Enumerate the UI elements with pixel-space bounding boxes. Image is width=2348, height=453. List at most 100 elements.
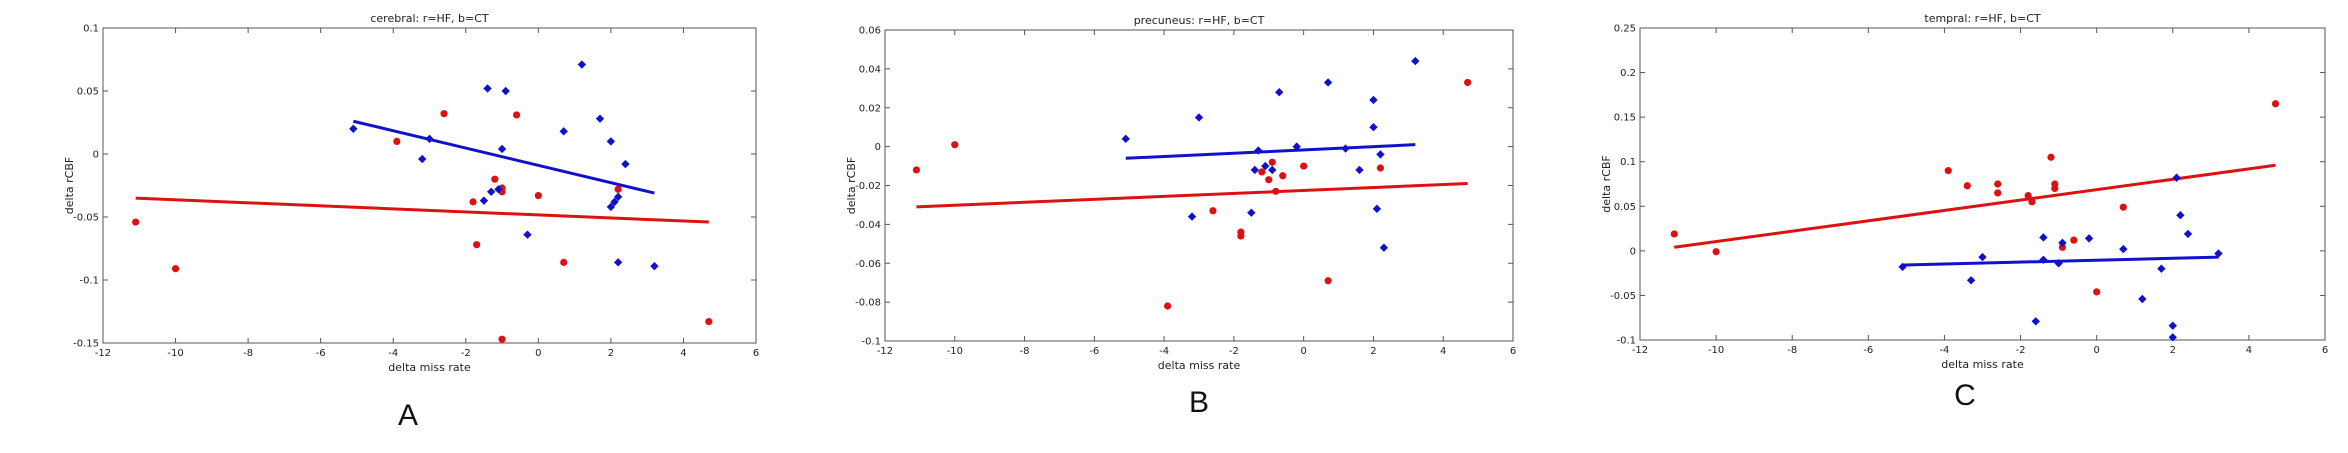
x-tick-label: 2 bbox=[608, 348, 614, 359]
data-point bbox=[473, 241, 481, 249]
x-tick-label: 0 bbox=[1300, 346, 1306, 357]
data-point bbox=[2047, 153, 2055, 161]
y-tick-label: 0 bbox=[93, 150, 99, 161]
data-point bbox=[2138, 294, 2147, 304]
y-axis-label: delta rCBF bbox=[1600, 155, 1613, 212]
y-tick-label: 0.05 bbox=[1614, 202, 1636, 213]
data-point bbox=[1209, 207, 1217, 215]
y-tick-label: 0.1 bbox=[1620, 157, 1636, 168]
y-tick-label: -0.08 bbox=[855, 298, 881, 309]
data-point bbox=[650, 261, 659, 271]
data-point bbox=[1341, 144, 1350, 153]
data-point bbox=[425, 134, 434, 144]
y-tick-label: -0.15 bbox=[73, 339, 99, 350]
data-point bbox=[1323, 78, 1333, 87]
series-red bbox=[132, 110, 713, 343]
data-point bbox=[132, 218, 140, 226]
fit-line bbox=[352, 119, 655, 195]
data-point bbox=[1265, 176, 1273, 184]
data-point bbox=[486, 187, 496, 196]
data-point bbox=[1261, 161, 1270, 171]
x-tick-label: -6 bbox=[316, 348, 326, 359]
data-point bbox=[491, 175, 499, 183]
data-point bbox=[1121, 134, 1130, 144]
y-tick-label: -0.1 bbox=[1616, 336, 1636, 347]
data-point bbox=[1966, 276, 1976, 285]
chart-panel-b: -12 -10 -8 -6 -4 -2 0 2 4 6 -0.1 -0.08 -0.06 -0.04 -0.… bbox=[845, 14, 1516, 419]
x-tick-label: -2 bbox=[1229, 346, 1239, 357]
data-point bbox=[705, 317, 713, 326]
plot-area bbox=[1639, 27, 2326, 341]
data-point bbox=[2039, 255, 2048, 264]
data-point bbox=[1164, 302, 1172, 310]
data-point bbox=[2051, 184, 2059, 193]
data-point bbox=[393, 137, 401, 145]
data-point bbox=[1324, 277, 1332, 285]
data-point bbox=[1411, 56, 1420, 66]
plot-area bbox=[102, 27, 757, 344]
chart-panel-c: -12 -10 -8 -6 -4 -2 0 2 4 6 -0.1 -0.05 0 0.05 0.1 0.15 0… bbox=[1600, 12, 2328, 412]
data-point bbox=[1250, 165, 1260, 175]
x-tick-label: -8 bbox=[1787, 345, 1797, 356]
data-point bbox=[595, 114, 605, 123]
y-tick-label: -0.05 bbox=[73, 213, 99, 224]
data-point bbox=[479, 196, 489, 205]
chart-title: tempral: r=HF, b=CT bbox=[1924, 12, 2041, 25]
data-point bbox=[1237, 232, 1245, 240]
series-blue bbox=[1121, 56, 1420, 252]
data-point bbox=[2070, 236, 2078, 244]
data-point bbox=[1944, 167, 1952, 175]
data-point bbox=[610, 197, 619, 207]
data-point bbox=[2028, 198, 2036, 206]
y-tick-label: 0.06 bbox=[859, 26, 881, 37]
data-point bbox=[2093, 288, 2101, 296]
x-tick-label: -6 bbox=[1863, 345, 1873, 356]
x-axis-label: delta miss rate bbox=[1158, 359, 1241, 372]
data-point bbox=[2031, 317, 2040, 326]
y-tick-label: 0.2 bbox=[1620, 68, 1636, 79]
y-axis-label: delta rCBF bbox=[63, 157, 76, 214]
data-point bbox=[1300, 162, 1308, 170]
y-tick-label: 0.04 bbox=[859, 64, 881, 75]
data-point bbox=[613, 258, 623, 267]
data-point bbox=[606, 202, 616, 212]
panel-label: A bbox=[398, 399, 418, 432]
x-tick-label: 4 bbox=[2246, 345, 2252, 356]
data-point bbox=[2119, 244, 2128, 254]
data-point bbox=[498, 335, 506, 343]
data-point bbox=[613, 192, 623, 202]
chart-panel-a: -12 -10 -8 -6 -4 -2 0 2 4 6 -0.15 -0.1 -0.05 0 0.05 0.1… bbox=[63, 12, 759, 432]
data-point bbox=[2119, 203, 2127, 211]
x-tick-label: -8 bbox=[243, 348, 253, 359]
x-tick-label: -12 bbox=[95, 348, 111, 359]
x-tick-label: -2 bbox=[2016, 345, 2026, 356]
y-tick-label: 0.05 bbox=[77, 87, 99, 98]
chart-title: cerebral: r=HF, b=CT bbox=[370, 12, 489, 25]
data-point bbox=[951, 141, 959, 149]
x-axis-label: delta miss rate bbox=[388, 361, 471, 374]
x-tick-label: -4 bbox=[1159, 346, 1169, 357]
x-tick-label: 4 bbox=[680, 348, 686, 359]
data-point bbox=[912, 166, 921, 174]
x-tick-label: -4 bbox=[1939, 345, 1949, 356]
data-point bbox=[1994, 189, 2002, 197]
data-point bbox=[1978, 252, 1987, 262]
data-point bbox=[2168, 333, 2177, 342]
data-point bbox=[2058, 238, 2067, 248]
data-point bbox=[1355, 165, 1364, 175]
x-tick-label: 6 bbox=[2322, 345, 2328, 356]
panel-label: B bbox=[1189, 386, 1209, 419]
data-point bbox=[1292, 142, 1301, 151]
x-tick-label: -12 bbox=[1632, 345, 1648, 356]
data-point bbox=[621, 159, 630, 169]
y-tick-label: 0.25 bbox=[1614, 24, 1636, 35]
x-tick-label: 2 bbox=[2170, 345, 2176, 356]
data-point bbox=[1464, 78, 1472, 87]
chart-title: precuneus: r=HF, b=CT bbox=[1134, 14, 1265, 27]
data-point bbox=[1898, 262, 1907, 272]
data-point bbox=[523, 230, 532, 239]
data-point bbox=[1369, 122, 1378, 132]
x-tick-label: 0 bbox=[535, 348, 541, 359]
x-tick-label: -10 bbox=[947, 346, 963, 357]
